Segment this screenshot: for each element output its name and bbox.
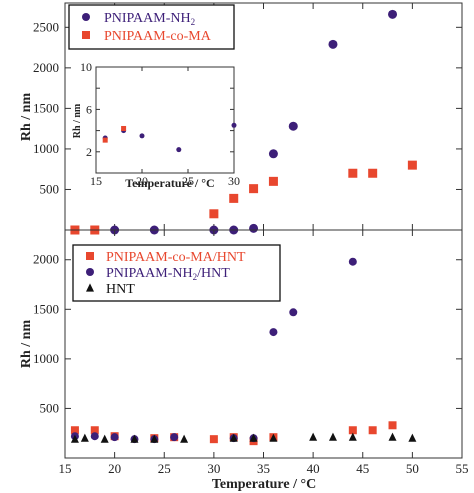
data-point: [90, 426, 99, 435]
top-legend-box: [68, 4, 235, 50]
bottom-xtick-label: 35: [257, 461, 270, 476]
inset-xtick-label: 15: [90, 174, 102, 188]
legend-marker: [86, 252, 94, 260]
data-point: [289, 308, 298, 317]
data-point: [388, 421, 397, 430]
legend-label: PNIPAAM-NH2/HNT: [106, 266, 230, 282]
bottom-data-points: [70, 257, 417, 446]
bottom-tick-marks: [64, 230, 463, 458]
top-ytick-label: 2000: [33, 60, 59, 75]
inset-data-point: [121, 125, 127, 131]
data-point: [130, 434, 139, 443]
data-point: [368, 426, 377, 435]
bottom-xtick-label: 55: [456, 461, 469, 476]
data-point: [229, 193, 239, 203]
legend-marker: [82, 13, 90, 21]
data-point: [309, 432, 318, 441]
bottom-ytick-label: 1000: [33, 351, 59, 366]
bottom-xtick-label: 25: [158, 461, 171, 476]
data-point: [90, 432, 99, 441]
data-point: [388, 9, 398, 19]
inset-ytick-label: 10: [80, 60, 92, 74]
data-point: [407, 160, 417, 170]
inset-tick-marks: [95, 66, 235, 173]
data-point: [249, 223, 259, 233]
data-point: [348, 432, 357, 441]
top-legend: PNIPAAM-NH2 PNIPAAM-co-MA: [68, 4, 235, 50]
bottom-legend-box: [72, 244, 281, 302]
legend-label: PNIPAAM-co-MA: [104, 29, 212, 44]
bottom-xtick-label: 20: [108, 461, 121, 476]
data-point: [70, 434, 79, 443]
data-point: [408, 433, 417, 442]
inset-ytick-label: 6: [86, 102, 92, 116]
data-point: [328, 432, 337, 441]
top-panel: 500 1000 1500 2000 2500 Rh / nm 15 20 25 30 2 6 10…: [19, 2, 463, 235]
bottom-xtick-label: 30: [207, 461, 220, 476]
data-point: [269, 433, 278, 442]
data-point: [110, 433, 119, 442]
data-point: [180, 434, 189, 443]
inset-xlabel: Temperature / °C: [125, 176, 214, 190]
data-point: [229, 433, 238, 442]
inset-ylabel: Rh / nm: [72, 103, 83, 138]
legend-marker: [86, 268, 94, 276]
inset-chart: 15 20 25 30 2 6 10 Temperature / °C Rh / nm: [72, 60, 240, 190]
data-point: [348, 426, 357, 435]
bottom-xtick-label: 15: [59, 461, 72, 476]
data-point: [209, 435, 218, 444]
data-point: [100, 434, 109, 443]
data-point: [388, 432, 397, 441]
inset-data-point: [176, 147, 182, 153]
data-point: [288, 121, 298, 131]
inset-tick-labels: 15 20 25 30 2 6 10: [80, 60, 240, 188]
top-ytick-label: 2500: [33, 19, 59, 34]
data-point: [328, 39, 338, 49]
inset-data-point: [231, 122, 237, 128]
inset-frame: [95, 66, 235, 174]
data-point: [348, 168, 358, 178]
bottom-xtick-label: 40: [307, 461, 320, 476]
bottom-panel: 500 1000 1500 2000 15 20 25 30 35 40 45 50 55 Rh / n…: [19, 229, 469, 492]
legend-label: PNIPAAM-NH2: [104, 11, 195, 27]
inset-data-points: [102, 122, 237, 153]
data-point: [269, 328, 278, 337]
bottom-ytick-label: 500: [40, 400, 60, 415]
bottom-ytick-label: 1500: [33, 301, 59, 316]
inset-xtick-label: 30: [228, 174, 240, 188]
top-ytick-label: 1500: [33, 100, 59, 115]
inset-xtick-label: 25: [182, 174, 194, 188]
inset-xtick-label: 20: [136, 174, 148, 188]
legend-label: PNIPAAM-co-MA/HNT: [106, 250, 246, 265]
top-ylabel: Rh / nm: [19, 93, 34, 142]
data-point: [170, 433, 179, 442]
top-ytick-label: 1000: [33, 141, 59, 156]
bottom-xlabel: Temperature / °C: [212, 477, 316, 492]
data-point: [80, 433, 89, 442]
data-point: [150, 434, 159, 443]
data-point: [249, 184, 259, 194]
data-point: [348, 257, 357, 266]
legend-label: HNT: [106, 282, 135, 297]
top-tick-labels: 500 1000 1500 2000 2500: [33, 19, 59, 196]
data-point: [249, 433, 258, 442]
data-point: [209, 209, 219, 219]
bottom-ylabel: Rh / nm: [19, 320, 34, 369]
legend-marker: [82, 31, 90, 39]
bottom-tick-labels: 500 1000 1500 2000 15 20 25 30 35 40 45 50 55: [33, 252, 469, 476]
bottom-ytick-label: 2000: [33, 252, 59, 267]
inset-data-point: [102, 137, 108, 143]
inset-data-point: [139, 133, 145, 139]
data-point: [268, 149, 278, 159]
bottom-xtick-label: 50: [406, 461, 419, 476]
top-ytick-label: 500: [40, 181, 60, 196]
inset-ytick-label: 2: [86, 145, 92, 159]
bottom-xtick-label: 45: [356, 461, 369, 476]
data-point: [70, 426, 79, 435]
data-point: [368, 168, 378, 178]
data-point: [268, 176, 278, 186]
legend-marker: [86, 283, 94, 292]
